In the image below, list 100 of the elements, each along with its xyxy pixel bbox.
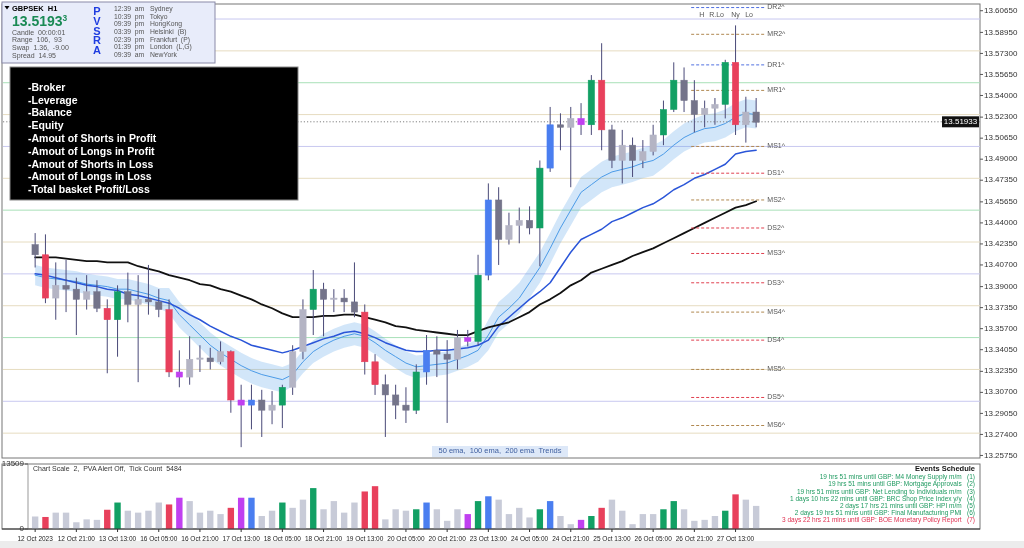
candlestick (186, 335, 194, 386)
y-tick-label: 13.30700 (984, 387, 1018, 397)
bar (73, 522, 80, 529)
annotation: -Balance (28, 106, 72, 119)
bar (351, 502, 358, 529)
bar (186, 501, 193, 529)
bar (310, 488, 317, 529)
bar (742, 499, 750, 529)
bar (176, 497, 183, 529)
y-tick-label: 13.27400 (984, 429, 1018, 439)
y-tick-label: 13.60650 (984, 5, 1018, 15)
candlestick (454, 329, 461, 370)
y-tick-label: 13.29050 (984, 408, 1018, 418)
bar (598, 507, 605, 529)
text: 13.5193$^{3}$ (12, 13, 68, 29)
candlestick (330, 288, 338, 313)
bar (701, 519, 708, 529)
candlestick (742, 96, 750, 144)
bar (320, 509, 327, 529)
bar (165, 504, 173, 529)
candlestick (52, 261, 60, 321)
bar (546, 501, 554, 529)
candlestick (124, 272, 132, 323)
candlestick (567, 106, 575, 188)
candlestick (258, 389, 266, 438)
candlestick (268, 390, 276, 425)
bar (433, 509, 441, 529)
y-tick-label: 13.37350 (984, 302, 1018, 312)
candlestick (629, 137, 636, 178)
bar (330, 501, 338, 529)
candlestick (505, 212, 513, 246)
candlestick (351, 261, 358, 318)
bar (289, 507, 296, 529)
y-tick-label: 13.54000 (984, 90, 1018, 100)
annotation: -Amout of Longs in Loss (28, 170, 152, 183)
bar (526, 517, 533, 529)
bar (660, 509, 667, 529)
bar (392, 509, 399, 529)
annotation: -Amout of Longs in Profit (28, 144, 156, 157)
y-tick-label: 13.50650 (984, 133, 1018, 143)
candlestick (371, 353, 379, 396)
candlestick (423, 334, 430, 386)
candlestick (145, 264, 152, 316)
annotation: -Broker (28, 80, 66, 93)
candlestick (515, 207, 523, 244)
y-tick-label: 13.25750 (984, 450, 1018, 460)
candlestick (175, 349, 183, 388)
bar (42, 516, 49, 529)
y-tick-label: 0 (19, 524, 25, 534)
y-tick-label: 13.45650 (984, 196, 1018, 206)
candlestick (309, 269, 317, 336)
bar (536, 509, 544, 529)
bar (371, 486, 379, 529)
candlestick (217, 340, 224, 365)
bar (454, 509, 461, 529)
y-tick-label: 13.55650 (984, 69, 1018, 79)
y-tick-label: 13.40700 (984, 260, 1018, 270)
bar (31, 516, 39, 529)
candlestick (649, 124, 657, 156)
candlestick (134, 274, 142, 383)
candlestick (62, 259, 70, 313)
candlestick (639, 139, 647, 169)
ref-line-label: 13.51933 (943, 116, 978, 126)
y-tick-label: 13.52300 (984, 112, 1018, 122)
bar (423, 502, 430, 529)
bar (608, 499, 616, 529)
annotation: -Amout of Shorts in Profit (28, 131, 157, 144)
bar (691, 520, 698, 529)
candlestick (443, 339, 451, 424)
bar (485, 496, 492, 529)
bar (413, 509, 420, 529)
bar (145, 510, 152, 529)
bar (588, 516, 595, 529)
annotation: -Leverage (28, 93, 78, 106)
bar (732, 494, 739, 529)
candlestick (103, 298, 111, 374)
candlestick (237, 384, 245, 448)
bar (361, 491, 368, 529)
candlestick (402, 386, 410, 424)
candlestick (278, 384, 286, 429)
candlestick (72, 277, 80, 336)
candlestick (248, 384, 255, 430)
bar (670, 501, 677, 529)
bar (557, 516, 564, 529)
bar (217, 514, 224, 529)
candlestick (31, 232, 39, 268)
bar (382, 519, 389, 529)
annotation: -Equity (28, 119, 64, 132)
bar (83, 519, 90, 529)
bar (629, 524, 636, 529)
candlestick (320, 282, 327, 337)
annotation: -Total basket Profit/Loss (28, 183, 150, 196)
y-tick-label: 13.35700 (984, 323, 1018, 333)
bar (752, 505, 760, 529)
annotation: PVSRA (93, 5, 102, 57)
candlestick (680, 66, 688, 113)
candlestick (433, 335, 441, 378)
candlestick (618, 129, 626, 184)
candlestick (206, 347, 214, 370)
candlestick (155, 288, 163, 318)
